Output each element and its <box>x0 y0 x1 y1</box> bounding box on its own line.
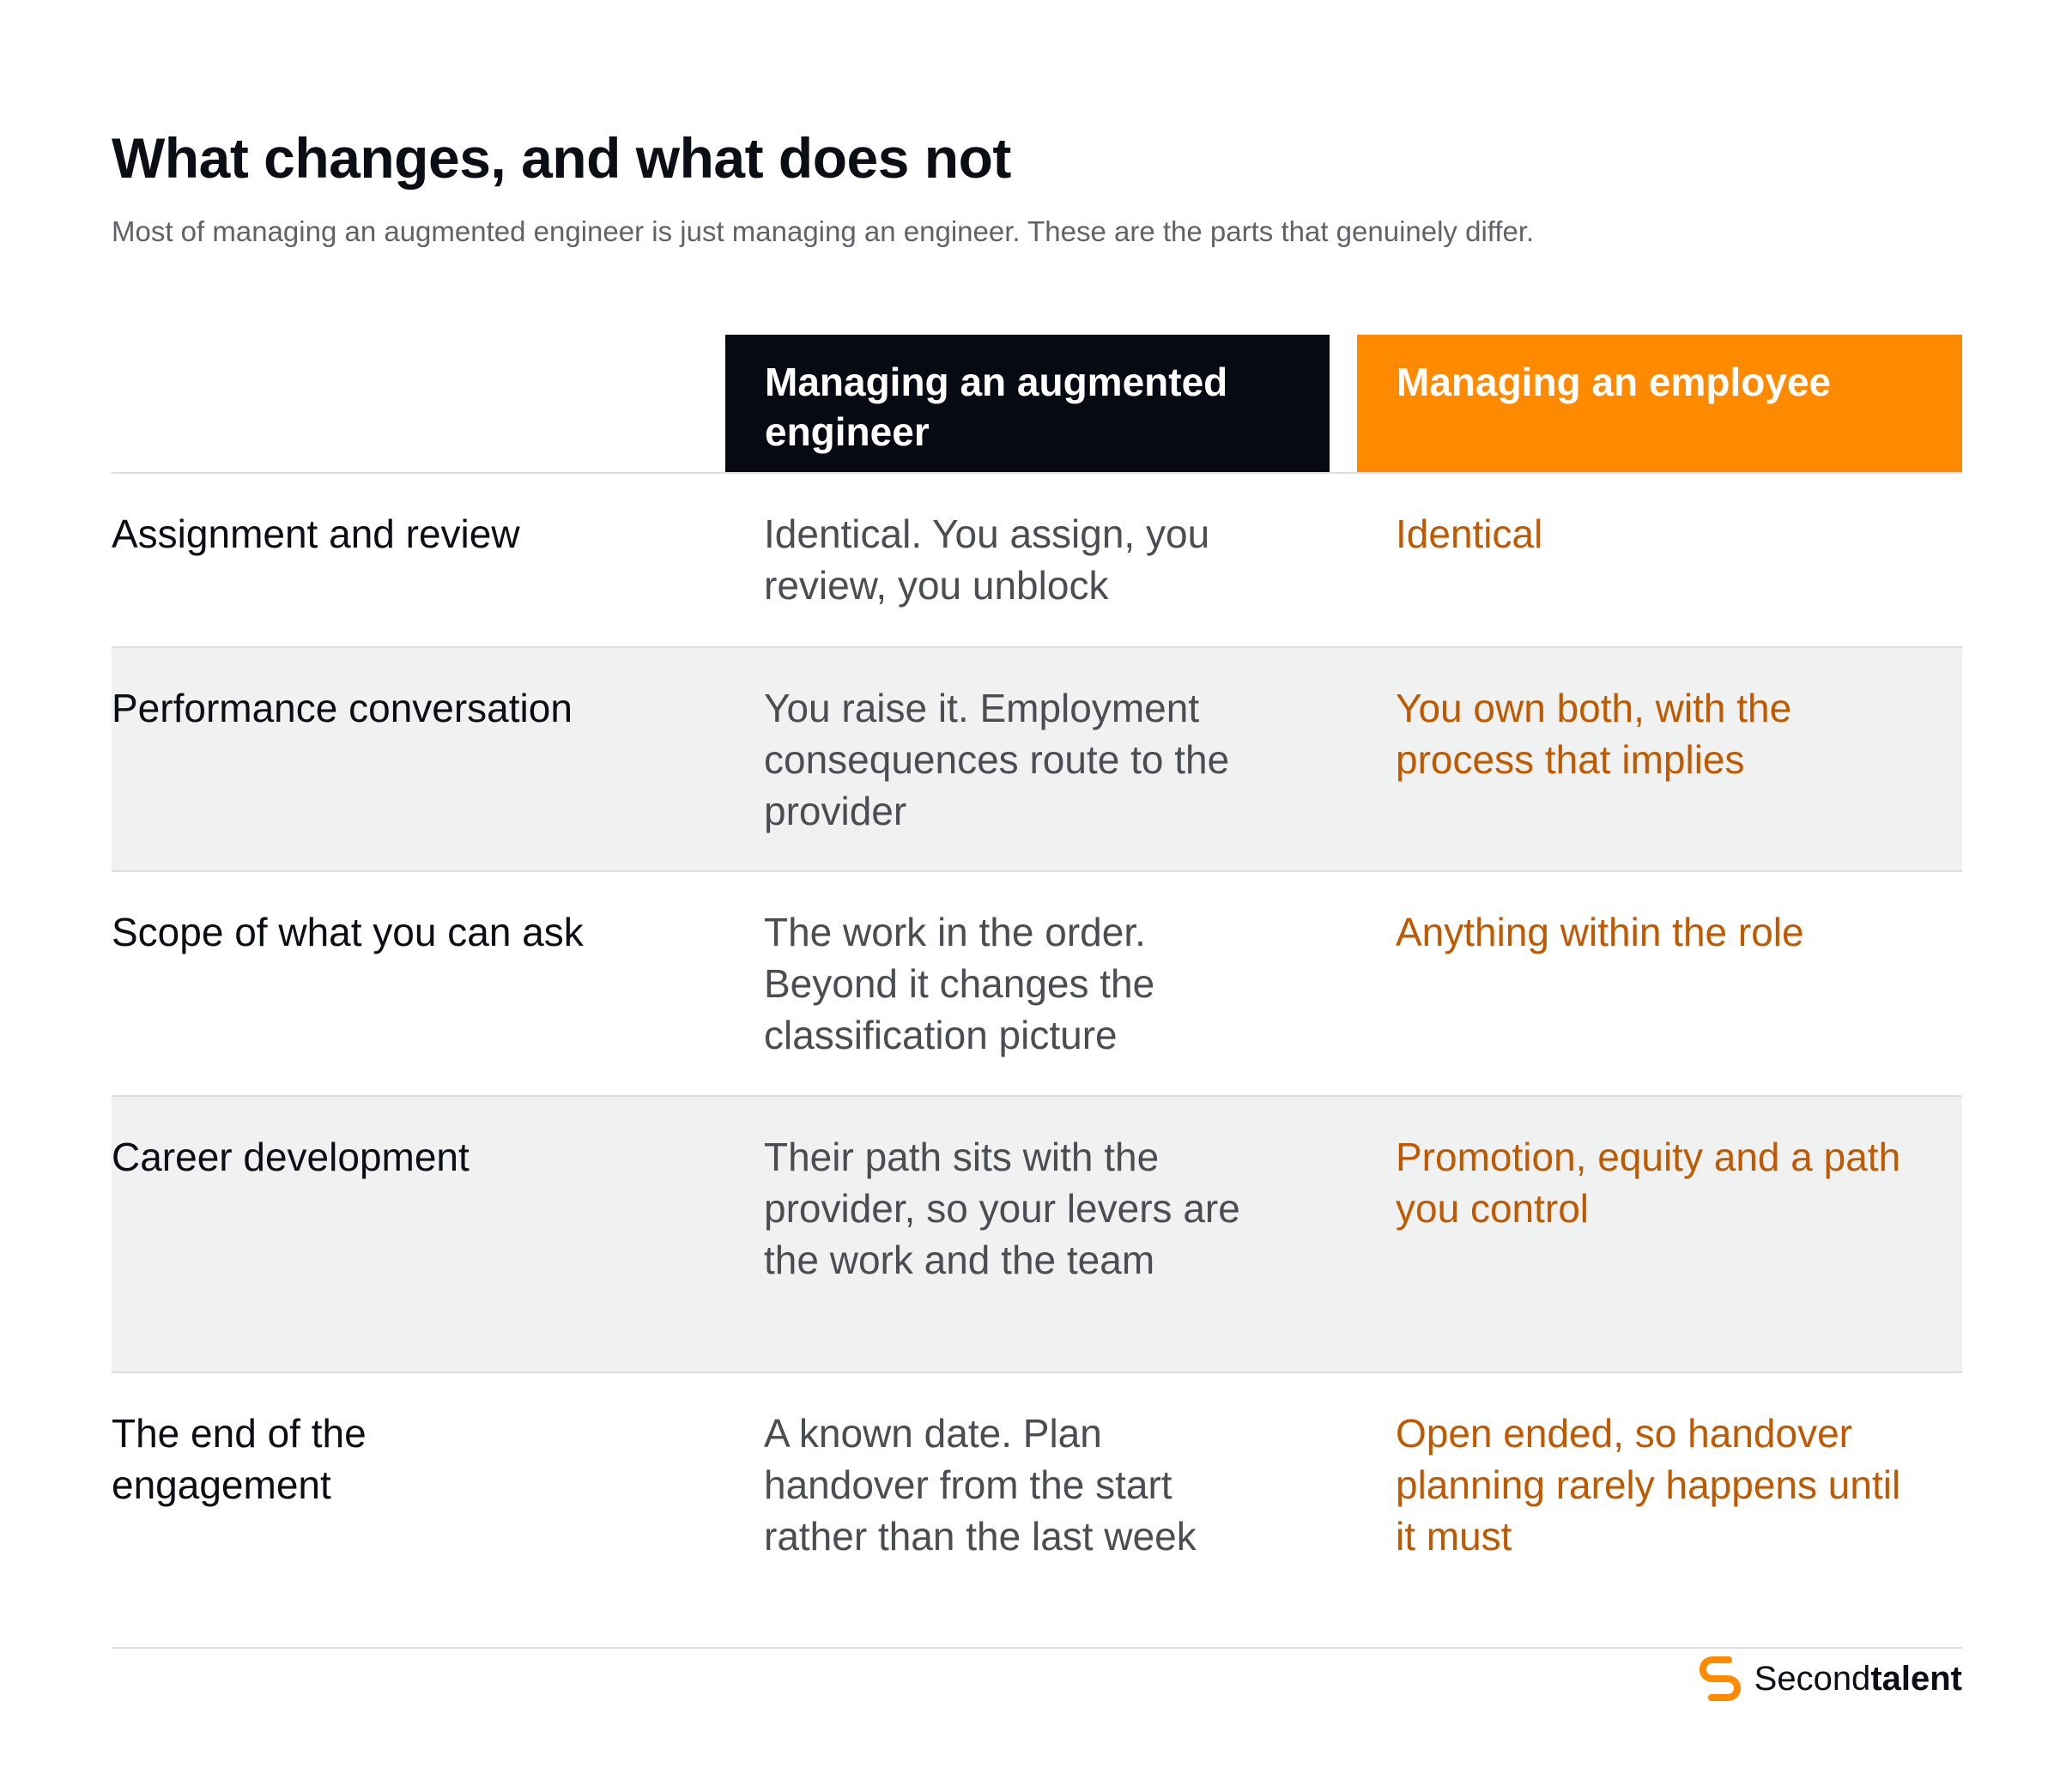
employee-cell: Identical <box>1396 512 1543 556</box>
table-row: Scope of what you can ask The work in th… <box>112 872 1962 1097</box>
employee-cell: Open ended, so handover planning rarely … <box>1396 1411 1901 1559</box>
column-header-augmented: Managing an augmented engineer <box>725 335 1330 472</box>
column-header-employee: Managing an employee <box>1357 335 1962 472</box>
table-row: Performance conversation You raise it. E… <box>112 648 1962 872</box>
augmented-cell: A known date. Plan handover from the sta… <box>764 1411 1197 1559</box>
row-label: Performance conversation <box>112 686 573 730</box>
augmented-cell: Identical. You assign, you review, you u… <box>764 512 1210 608</box>
page-subtitle: Most of managing an augmented engineer i… <box>112 215 1535 247</box>
brand-name-light: Second <box>1754 1660 1871 1698</box>
row-label: The end of the engagement <box>112 1411 367 1507</box>
row-label: Scope of what you can ask <box>112 910 584 954</box>
page-title: What changes, and what does not <box>112 126 1011 190</box>
brand-name: Secondtalent <box>1754 1655 1962 1703</box>
employee-cell: Promotion, equity and a path you control <box>1396 1135 1901 1231</box>
augmented-cell: You raise it. Employment consequences ro… <box>764 686 1230 833</box>
employee-cell: You own both, with the process that impl… <box>1396 686 1792 782</box>
augmented-cell: Their path sits with the provider, so yo… <box>764 1135 1240 1282</box>
table-row: The end of the engagement A known date. … <box>112 1373 1962 1649</box>
augmented-cell: The work in the order. Beyond it changes… <box>764 910 1155 1057</box>
row-label: Assignment and review <box>112 512 520 556</box>
employee-cell: Anything within the role <box>1396 910 1804 954</box>
secondtalent-logo-icon <box>1699 1656 1741 1701</box>
brand-logo: Secondtalent <box>1698 1655 1962 1703</box>
row-label: Career development <box>112 1135 470 1179</box>
table-row: Assignment and review Identical. You ass… <box>112 474 1962 648</box>
comparison-table: Managing an augmented engineer Managing … <box>112 335 1962 1649</box>
table-row: Career development Their path sits with … <box>112 1097 1962 1373</box>
table-header-row: Managing an augmented engineer Managing … <box>112 335 1962 474</box>
brand-name-bold: talent <box>1870 1660 1962 1698</box>
